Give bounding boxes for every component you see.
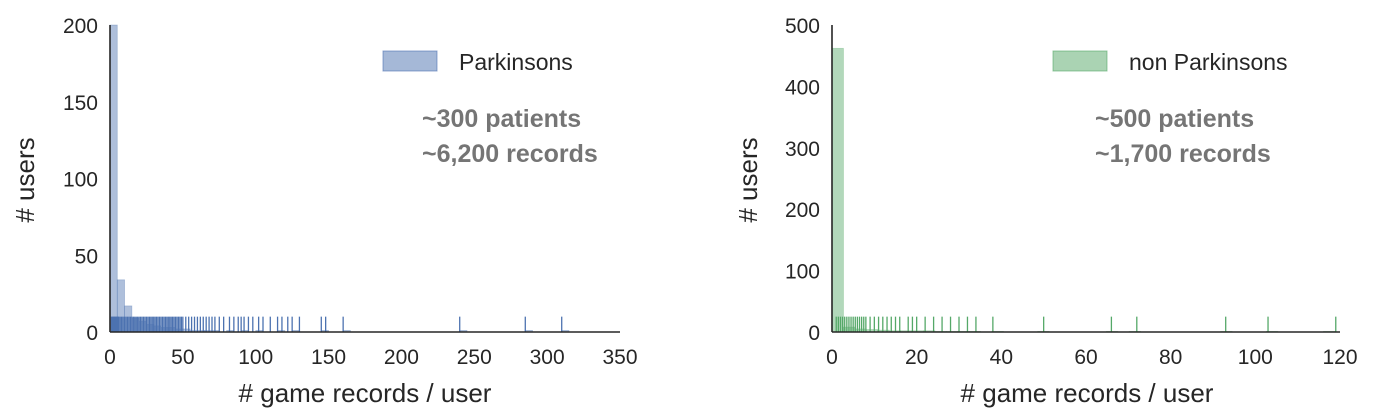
parkinsons-x-tick-4: 200 <box>384 346 419 369</box>
non-parkinsons-x-tick-3: 60 <box>1074 346 1097 369</box>
parkinsons-legend-label: Parkinsons <box>459 49 573 75</box>
parkinsons-x-tick-3: 150 <box>311 346 346 369</box>
parkinsons-x-tick-5: 250 <box>457 346 492 369</box>
parkinsons-legend-swatch <box>382 50 438 72</box>
non-parkinsons-y-tick-5: 500 <box>785 15 820 38</box>
non-parkinsons-legend-swatch <box>1052 50 1108 72</box>
parkinsons-annotation-records: ~6,200 records <box>422 140 598 168</box>
parkinsons-y-tick-2: 100 <box>63 169 98 192</box>
parkinsons-y-tick-3: 150 <box>63 92 98 115</box>
non-parkinsons-y-tick-0: 0 <box>808 322 820 345</box>
parkinsons-y-ticks: 0 50 100 150 200 <box>63 15 98 345</box>
non-parkinsons-x-ticks: 0 20 40 60 80 100 120 <box>826 346 1357 369</box>
non-parkinsons-bars <box>831 47 1336 333</box>
non-parkinsons-rug-plot <box>835 316 1337 332</box>
non-parkinsons-x-tick-5: 100 <box>1238 346 1273 369</box>
non-parkinsons-annotation-patients: ~500 patients <box>1095 105 1254 133</box>
parkinsons-y-tick-1: 50 <box>75 245 98 268</box>
non-parkinsons-y-tick-4: 400 <box>785 76 820 99</box>
parkinsons-x-tick-7: 350 <box>602 346 637 369</box>
parkinsons-x-tick-2: 100 <box>238 346 273 369</box>
non-parkinsons-x-tick-2: 40 <box>990 346 1013 369</box>
parkinsons-y-tick-0: 0 <box>86 322 98 345</box>
non-parkinsons-annotation-records: ~1,700 records <box>1095 140 1271 168</box>
parkinsons-x-tick-6: 300 <box>530 346 565 369</box>
parkinsons-y-tick-4: 200 <box>63 15 98 38</box>
parkinsons-y-axis-label: # users <box>10 137 40 222</box>
parkinsons-histogram: 0 50 100 150 200 250 300 350 0 50 100 150 200 # gam… <box>10 15 638 408</box>
non-parkinsons-x-tick-4: 80 <box>1159 346 1182 369</box>
parkinsons-x-tick-1: 50 <box>171 346 194 369</box>
non-parkinsons-histogram: 0 20 40 60 80 100 120 0 100 200 300 400 500 # game … <box>733 15 1358 408</box>
parkinsons-rug-plot <box>110 316 563 332</box>
non-parkinsons-x-tick-0: 0 <box>826 346 838 369</box>
non-parkinsons-axes <box>831 25 1340 333</box>
parkinsons-x-axis-label: # game records / user <box>239 378 492 408</box>
parkinsons-x-ticks: 0 50 100 150 200 250 300 350 <box>104 346 637 369</box>
parkinsons-bar-0 <box>109 24 118 333</box>
non-parkinsons-y-axis-label: # users <box>733 137 763 222</box>
non-parkinsons-legend-label: non Parkinsons <box>1129 49 1288 75</box>
non-parkinsons-y-tick-2: 200 <box>785 199 820 222</box>
parkinsons-x-tick-0: 0 <box>104 346 116 369</box>
non-parkinsons-x-tick-6: 120 <box>1322 346 1357 369</box>
non-parkinsons-y-tick-3: 300 <box>785 138 820 161</box>
non-parkinsons-y-tick-1: 100 <box>785 261 820 284</box>
non-parkinsons-y-ticks: 0 100 200 300 400 500 <box>785 15 820 345</box>
non-parkinsons-x-axis-label: # game records / user <box>961 378 1214 408</box>
non-parkinsons-x-tick-1: 20 <box>905 346 928 369</box>
parkinsons-axes <box>109 25 620 333</box>
non-parkinsons-bar-0 <box>831 47 844 333</box>
parkinsons-annotation-patients: ~300 patients <box>422 105 581 133</box>
